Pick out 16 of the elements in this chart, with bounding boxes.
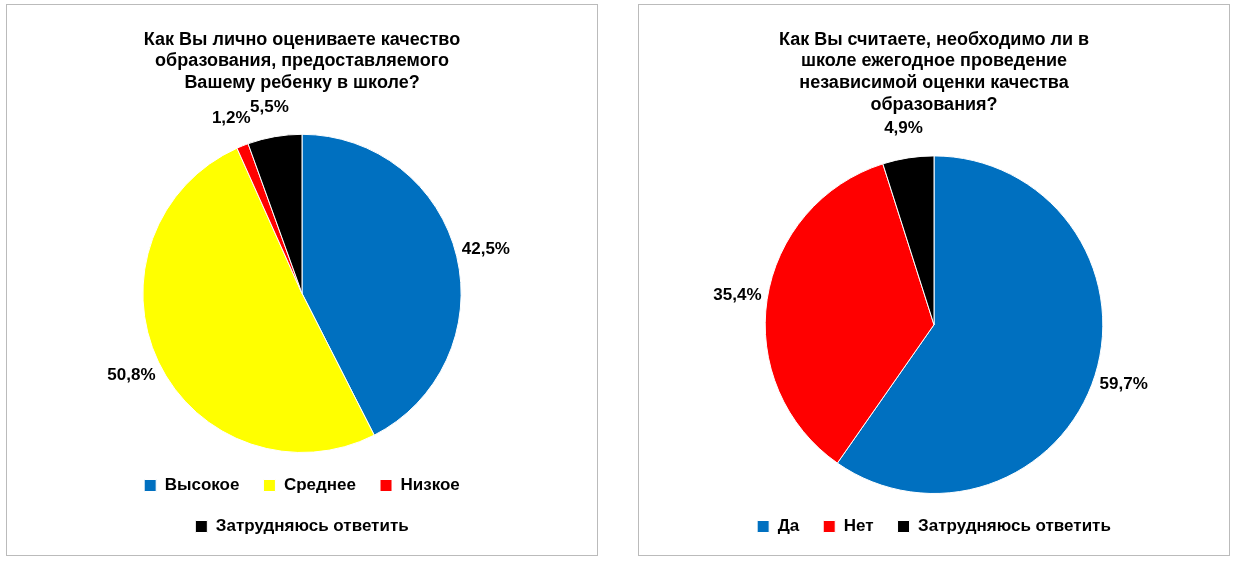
data-label: 35,4% <box>713 284 762 304</box>
legend-label: Да <box>777 516 800 536</box>
data-label: 50,8% <box>107 364 156 384</box>
data-label: 42,5% <box>461 238 510 258</box>
legend-label: Нет <box>843 516 874 536</box>
legend-label: Низкое <box>400 475 460 495</box>
chart-title: Как Вы лично оцениваете качество образования, предоставляемого Вашему ребенку в школе? <box>143 28 461 92</box>
data-label: 4,9% <box>884 117 923 137</box>
chart-title: Как Вы считаете, необходимо ли в школе ежегодное проведение независимой оценки качества образования? <box>778 28 1090 114</box>
data-label: 59,7% <box>1099 374 1148 394</box>
legend-label: Затрудняюсь ответить <box>215 516 409 536</box>
legend-label: Среднее <box>283 475 357 495</box>
data-label: 1,2% <box>211 107 251 127</box>
data-label: 5,5% <box>250 96 289 116</box>
legend-label: Затрудняюсь ответить <box>918 516 1111 536</box>
legend-label: Высокое <box>164 475 240 495</box>
